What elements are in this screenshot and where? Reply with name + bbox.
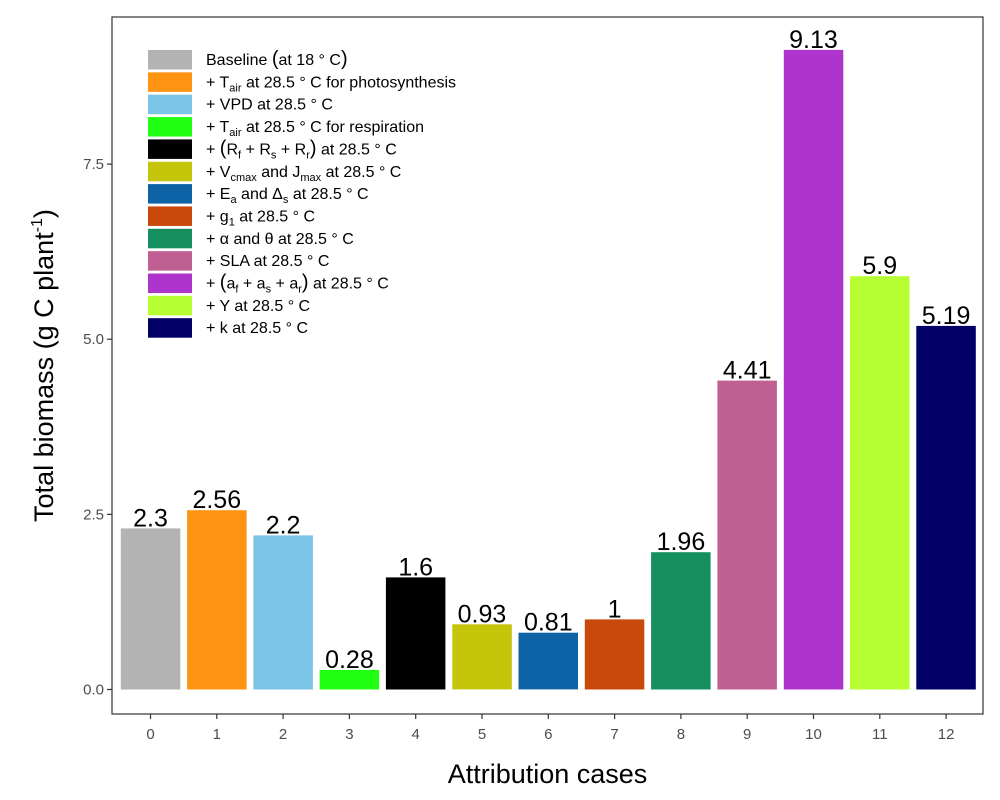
x-tick-label: 11	[872, 726, 888, 743]
x-tick-label: 2	[279, 726, 287, 743]
x-axis-title: Attribution cases	[448, 759, 648, 789]
legend-label: + (Rf + Rs + Rr) at 28.5 ° C	[206, 137, 397, 161]
bar-value-label: 5.9	[862, 252, 897, 280]
y-axis-title-main: Total biomass (g C plant	[29, 232, 59, 522]
bar-case-11	[850, 276, 910, 690]
y-tick-label: 0.0	[83, 681, 104, 698]
bar-case-7	[584, 619, 645, 690]
plot-panel-border	[111, 16, 984, 715]
bar-value-label: 0.81	[524, 609, 573, 637]
x-tick-label: 12	[938, 726, 955, 743]
legend-label: + g1 at 28.5 ° C	[206, 208, 315, 228]
bars-layer	[120, 49, 976, 690]
legend-key	[148, 94, 192, 115]
bar-case-9	[717, 380, 777, 690]
legend-key	[148, 318, 192, 338]
x-tick-label: 9	[743, 726, 751, 743]
bar-value-label: 2.3	[133, 504, 168, 532]
y-tick-label: 7.5	[83, 156, 104, 173]
legend: Baseline (at 18 ° C) + Tair at 28.5 ° C f…	[148, 48, 456, 338]
x-tick-label: 3	[345, 726, 353, 743]
bar-case-0	[120, 528, 181, 690]
legend-label: + Vcmax and Jmax at 28.5 ° C	[206, 164, 401, 184]
legend-key	[148, 228, 192, 249]
legend-key	[148, 50, 192, 70]
legend-label: + (af + as + ar) at 28.5 ° C	[206, 272, 389, 296]
bar-case-10	[783, 49, 844, 690]
bar-case-5	[452, 624, 512, 690]
bar-value-label: 1.6	[398, 553, 433, 581]
legend-key	[148, 72, 192, 92]
legend-key	[148, 295, 192, 316]
legend-key	[148, 139, 192, 159]
x-tick-label: 10	[805, 726, 822, 743]
bar-case-2	[253, 535, 313, 690]
bar-case-1	[187, 510, 247, 690]
bar-value-label: 1	[608, 595, 622, 623]
y-axis-title-superscript: -1	[29, 218, 46, 232]
x-tick-label: 4	[412, 726, 420, 743]
x-tick-label: 8	[677, 726, 685, 743]
x-tick-label: 7	[610, 726, 618, 743]
bar-value-label: 0.93	[458, 600, 507, 628]
bar-case-6	[518, 632, 578, 690]
legend-label: + k at 28.5 ° C	[206, 320, 308, 337]
legend-key	[148, 161, 192, 182]
legend-label: + Ea and Δs at 28.5 ° C	[206, 186, 369, 206]
bar-case-4	[385, 577, 446, 690]
x-tick-label: 5	[478, 726, 486, 743]
legend-label: + SLA at 28.5 ° C	[206, 253, 329, 270]
legend-label: + Tair at 28.5 ° C for respiration	[206, 119, 424, 139]
bar-value-label: 5.19	[922, 302, 971, 330]
bar-case-12	[916, 325, 976, 690]
legend-label: + α and θ at 28.5 ° C	[206, 231, 354, 248]
bar-value-label: 1.96	[657, 528, 706, 556]
legend-key	[148, 206, 192, 226]
x-tick-label: 0	[146, 726, 154, 743]
legend-label: + VPD at 28.5 ° C	[206, 97, 333, 114]
legend-key	[148, 273, 192, 293]
legend-label: + Y at 28.5 ° C	[206, 298, 310, 315]
bar-value-label: 2.56	[192, 486, 241, 514]
bar-labels-layer: 2.3 2.56 2.2 0.28 1.6 0.93 0.81 1 1.96 4.41 9.13 5.…	[133, 26, 970, 674]
bar-case-3	[319, 669, 380, 690]
x-tick-label: 6	[544, 726, 552, 743]
bar-case-8	[651, 552, 711, 690]
y-tick-label: 2.5	[83, 506, 104, 523]
y-axis-title: Total biomass (g C plant-1)	[29, 209, 59, 522]
bar-value-label: 0.28	[325, 646, 374, 674]
y-axis-title-close: )	[29, 209, 59, 218]
legend-label: Baseline (at 18 ° C)	[206, 48, 348, 70]
bar-value-label: 2.2	[266, 511, 301, 539]
legend-key	[148, 117, 192, 137]
legend-key	[148, 251, 192, 271]
y-axis: 0.0 2.5 5.0 7.5	[83, 156, 112, 698]
y-tick-label: 5.0	[83, 331, 104, 348]
legend-label: + Tair at 28.5 ° C for photosynthesis	[206, 74, 456, 94]
x-tick-label: 1	[213, 726, 221, 743]
x-axis: 0 1 2 3 4 5 6 7 8 9 10 11 12	[146, 714, 954, 743]
bar-value-label: 4.41	[723, 357, 772, 385]
bar-value-label: 9.13	[789, 26, 838, 54]
legend-key	[148, 184, 192, 204]
